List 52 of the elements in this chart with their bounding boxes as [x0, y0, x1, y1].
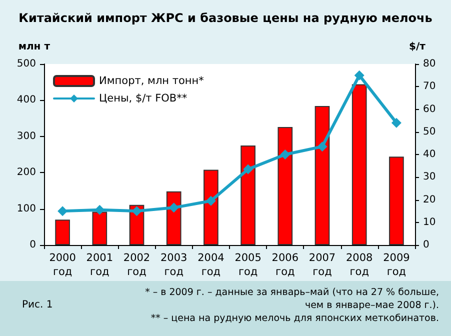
y2-tick-label: 80 [423, 58, 436, 70]
point [354, 70, 364, 80]
y-tick-label: 400 [16, 94, 36, 106]
x-tick-label: 2000 год [49, 252, 76, 278]
bar [314, 106, 330, 245]
y-tick-label: 0 [30, 240, 36, 250]
x-tick-label: 2005 год [234, 252, 262, 278]
y-axis-title: млн т [18, 42, 50, 52]
bar [389, 156, 404, 245]
text: ** – цена на рудную мелочь для японских меткобинатов. [150, 313, 439, 324]
legend-label: Импорт, млн тонн* [99, 75, 204, 87]
y-tick-label: 500 [16, 58, 36, 70]
y2-tick-label: 40 [423, 149, 436, 160]
x-tick-label: 2001 год [86, 252, 114, 278]
bar [352, 84, 367, 245]
bar [55, 220, 70, 245]
x-tick-label: 2002 год [123, 252, 150, 278]
y-tick-label: 100 [16, 203, 36, 214]
legend-label: Цены, $/т FOB** [99, 92, 188, 104]
bar [92, 212, 108, 245]
y2-tick-label: 10 [423, 216, 436, 228]
point [132, 206, 142, 216]
y-tick-label: 200 [16, 167, 36, 178]
x-tick-label: 2006 год [272, 252, 299, 278]
bar [204, 170, 218, 245]
point [317, 142, 328, 152]
x-tick-label: 2008 год [346, 252, 373, 278]
bar [240, 145, 256, 245]
point [58, 206, 68, 216]
bar [166, 191, 182, 245]
y2-tick-label: 20 [423, 194, 436, 206]
text: Рис. 1 [22, 300, 53, 310]
x-tick-label: 2007 год [308, 252, 336, 278]
y2-tick-label: 50 [423, 126, 436, 138]
y2-tick-label: 60 [423, 104, 436, 115]
point [280, 150, 290, 160]
bar [278, 126, 293, 245]
y-tick-label: 300 [16, 130, 36, 142]
y2-axis-title: $/т [409, 42, 426, 52]
point [94, 204, 105, 215]
x-tick-label: 2003 год [160, 252, 188, 278]
y2-tick-label: 30 [423, 172, 436, 183]
x-tick-label: 2004 год [198, 252, 225, 278]
point [168, 202, 179, 213]
y2-tick-label: 70 [423, 81, 436, 92]
point [391, 118, 402, 128]
chart-title: Китайский импорт ЖРС и базовые цены на рудную мелочь [18, 11, 433, 25]
x-tick-label: 2009 год [383, 252, 410, 278]
text: * – в 2009 г. – данные за январь–май (что на 27 % больше, чем в январе–мае 2008 г.). [145, 287, 439, 311]
point [243, 164, 254, 174]
point [206, 196, 216, 206]
y2-tick-label: 0 [423, 240, 430, 250]
